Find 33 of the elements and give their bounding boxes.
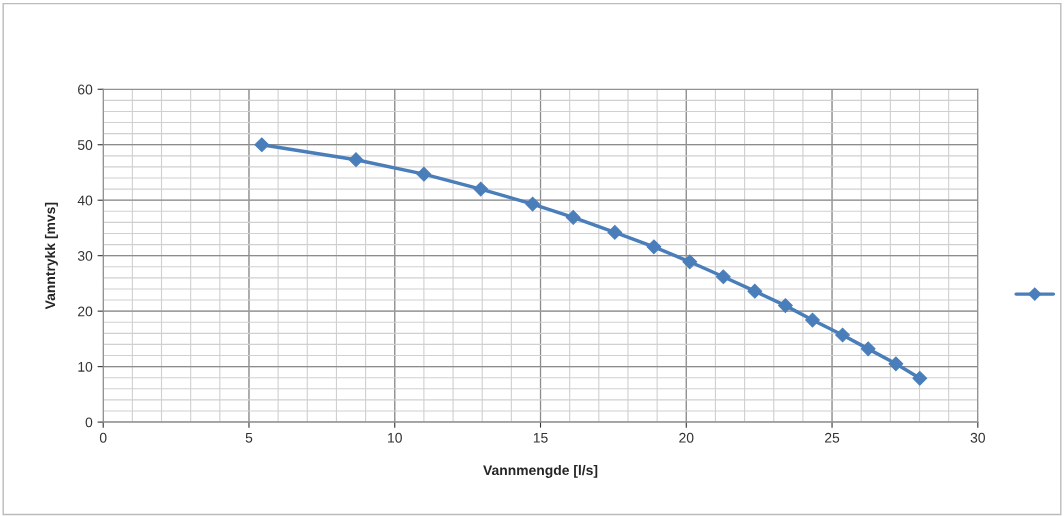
x-tick-label: 5 xyxy=(245,433,253,443)
x-tick-label: 25 xyxy=(825,432,840,443)
y-tick-label: 50 xyxy=(77,140,93,150)
y-tick-label: 10 xyxy=(78,361,93,372)
y-tick-label: 60 xyxy=(78,84,93,95)
y-tick-label: 20 xyxy=(78,306,93,317)
point xyxy=(473,181,489,197)
point xyxy=(607,224,623,240)
point xyxy=(778,298,793,313)
point xyxy=(912,370,928,386)
x-tick-label: 0 xyxy=(99,432,107,443)
y-axis-title: Vanntrykk [mvs] xyxy=(44,202,58,310)
point xyxy=(888,356,904,372)
y-tick-label: 0 xyxy=(85,417,93,428)
point xyxy=(565,210,581,225)
point xyxy=(254,137,270,153)
point xyxy=(860,341,876,357)
point xyxy=(715,269,731,285)
x-axis-title: Vannmengde [l/s] xyxy=(483,464,598,478)
point xyxy=(525,196,541,212)
x-tick-label: 20 xyxy=(679,432,694,443)
y-tick-label: 30 xyxy=(77,251,93,261)
point xyxy=(416,166,432,182)
point xyxy=(747,283,763,299)
y-tick-label: 40 xyxy=(77,195,93,206)
x-tick-label: 10 xyxy=(388,432,402,443)
point xyxy=(348,152,364,168)
x-tick-label: 30 xyxy=(970,432,985,443)
x-tick-label: 15 xyxy=(533,433,548,443)
point xyxy=(835,327,850,343)
point xyxy=(646,239,662,255)
point xyxy=(682,254,698,270)
point xyxy=(805,312,820,328)
